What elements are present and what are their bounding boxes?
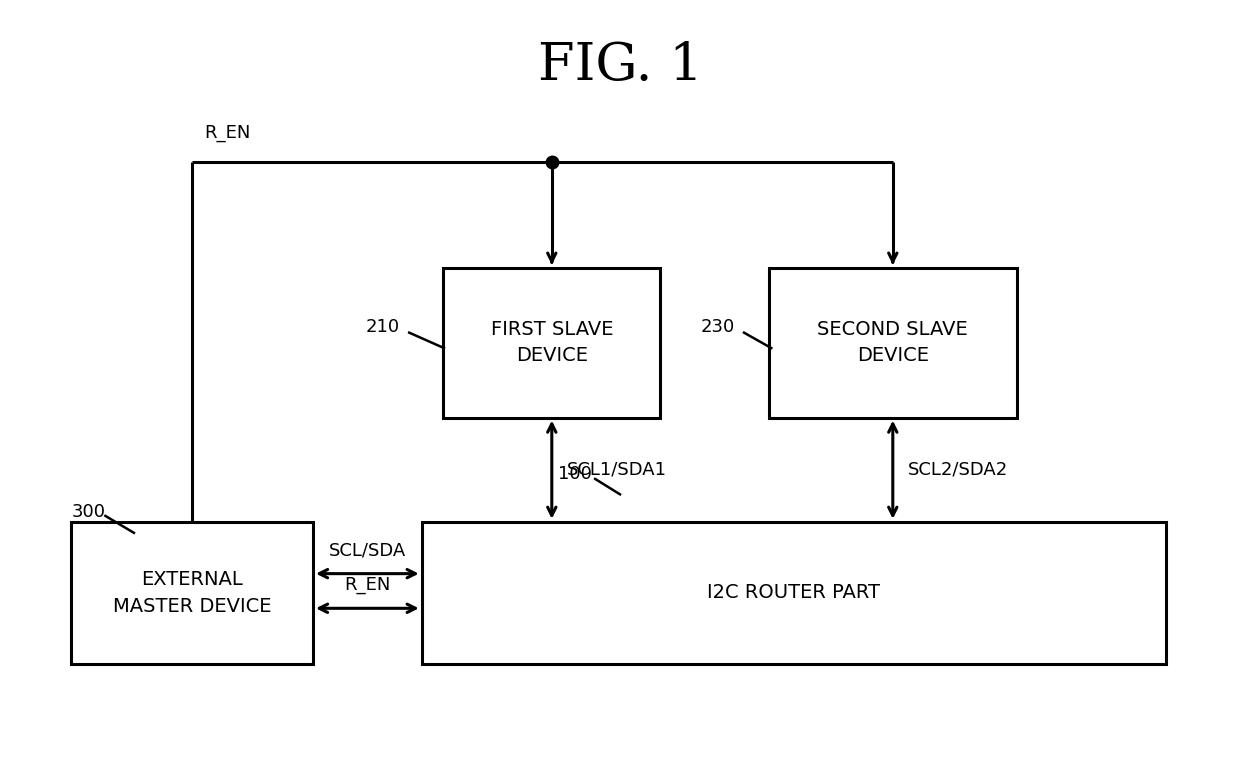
Text: SECOND SLAVE
DEVICE: SECOND SLAVE DEVICE xyxy=(817,320,968,366)
Text: FIG. 1: FIG. 1 xyxy=(538,40,702,91)
Text: FIRST SLAVE
DEVICE: FIRST SLAVE DEVICE xyxy=(491,320,613,366)
Text: 300: 300 xyxy=(72,503,105,521)
Text: 210: 210 xyxy=(366,318,401,336)
Text: SCL2/SDA2: SCL2/SDA2 xyxy=(908,460,1008,479)
Bar xyxy=(422,522,1166,664)
Text: 230: 230 xyxy=(701,318,735,336)
Text: SCL1/SDA1: SCL1/SDA1 xyxy=(567,460,667,479)
Text: SCL/SDA: SCL/SDA xyxy=(329,542,405,560)
Text: R_EN: R_EN xyxy=(205,125,250,142)
Bar xyxy=(769,268,1017,418)
Bar xyxy=(444,268,660,418)
Text: R_EN: R_EN xyxy=(345,577,391,594)
Bar xyxy=(71,522,312,664)
Text: 100: 100 xyxy=(558,464,591,483)
Text: EXTERNAL
MASTER DEVICE: EXTERNAL MASTER DEVICE xyxy=(113,570,272,616)
Text: I2C ROUTER PART: I2C ROUTER PART xyxy=(707,584,880,602)
